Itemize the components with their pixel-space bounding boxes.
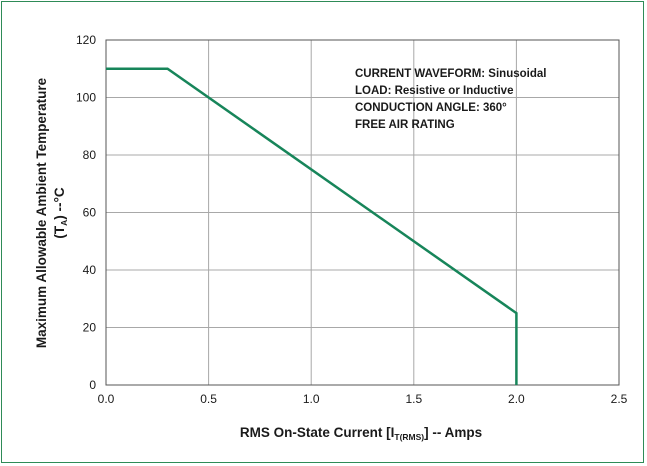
y-ticks: 0 20 40 60 80 100 120 <box>76 33 96 392</box>
series <box>106 67 518 385</box>
y-axis-title: Maximum Allowable Ambient Temperature (T… <box>34 77 69 348</box>
x-tick-label: 2.0 <box>508 392 525 406</box>
y-tick-label: 100 <box>76 91 96 105</box>
y-axis-title-subscript: A <box>59 220 69 226</box>
x-axis-title-end: ] -- Amps <box>424 425 482 440</box>
x-tick-label: 1.5 <box>405 392 422 406</box>
y-tick-label: 20 <box>83 321 97 335</box>
x-axis-title-main: RMS On-State Current [I <box>240 425 395 440</box>
x-axis-title: RMS On-State Current [IT(RMS)] -- Amps <box>240 425 482 442</box>
x-axis-title-subscript: T(RMS) <box>394 432 424 442</box>
annotation-waveform: CURRENT WAVEFORM: Sinusoidal <box>355 68 546 80</box>
annotation-free-air: FREE AIR RATING <box>355 119 455 131</box>
annotation-conduction-angle: CONDUCTION ANGLE: 360° <box>355 102 507 114</box>
y-axis-title-line1: Maximum Allowable Ambient Temperature <box>34 77 49 348</box>
series-line <box>106 67 518 385</box>
y-tick-label: 60 <box>83 206 97 220</box>
y-tick-label: 0 <box>89 378 96 392</box>
x-tick-label: 1.0 <box>303 392 320 406</box>
y-axis-title-line2: (TA) --°C <box>52 187 69 239</box>
annotation-load: LOAD: Resistive or Inductive <box>355 85 513 97</box>
x-tick-label: 0.5 <box>200 392 217 406</box>
y-tick-label: 40 <box>83 263 97 277</box>
x-ticks: 0.0 0.5 1.0 1.5 2.0 2.5 <box>98 392 628 406</box>
y-axis-title-open: (T <box>52 225 67 238</box>
x-tick-label: 0.0 <box>98 392 115 406</box>
y-axis-title-close: ) --°C <box>52 187 67 220</box>
y-tick-label: 80 <box>83 148 97 162</box>
x-tick-label: 2.5 <box>611 392 628 406</box>
annotation-block: CURRENT WAVEFORM: Sinusoidal LOAD: Resis… <box>355 68 546 131</box>
y-tick-label: 120 <box>76 33 96 47</box>
plot-border <box>105 39 620 386</box>
